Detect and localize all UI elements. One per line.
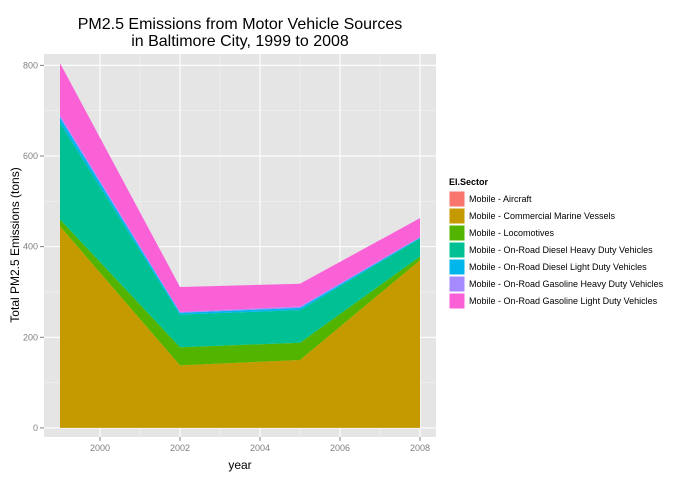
x-tick-label: 2000	[90, 443, 110, 453]
x-axis: 2000 2002 2004 2006 2008	[90, 437, 430, 453]
area-series-3	[60, 122, 420, 348]
legend: EI.Sector Mobile - Aircraft Mobile - Comm…	[448, 177, 664, 310]
x-tick-label: 2008	[410, 443, 430, 453]
legend-title: EI.Sector	[449, 177, 489, 187]
legend-label: Mobile - On-Road Gasoline Heavy Duty Veh…	[469, 279, 664, 289]
y-tick-label: 200	[23, 332, 38, 342]
legend-items: Mobile - Aircraft Mobile - Commercial Mar…	[448, 190, 664, 310]
legend-swatch	[448, 241, 466, 259]
y-axis: 0 200 400 600 800	[23, 60, 44, 433]
area-series-5	[60, 115, 420, 313]
y-axis-title: Total PM2.5 Emissions (tons)	[8, 167, 22, 322]
x-tick-label: 2004	[250, 443, 270, 453]
x-axis-title: year	[228, 458, 251, 472]
x-tick-label: 2006	[330, 443, 350, 453]
y-tick-label: 800	[23, 60, 38, 70]
legend-label: Mobile - Commercial Marine Vessels	[469, 211, 616, 221]
y-tick-label: 600	[23, 151, 38, 161]
legend-swatch	[448, 292, 466, 310]
x-tick-label: 2002	[170, 443, 190, 453]
chart-title-line-2: in Baltimore City, 1999 to 2008	[131, 33, 349, 50]
legend-label: Mobile - Locomotives	[469, 228, 555, 238]
legend-label: Mobile - On-Road Diesel Light Duty Vehic…	[469, 262, 647, 272]
y-tick-label: 400	[23, 242, 38, 252]
legend-label: Mobile - On-Road Gasoline Light Duty Veh…	[469, 296, 658, 306]
area-series-1	[60, 226, 420, 428]
legend-swatch	[448, 190, 466, 208]
legend-swatch	[448, 258, 466, 276]
legend-label: Mobile - On-Road Diesel Heavy Duty Vehic…	[469, 245, 653, 255]
legend-swatch	[448, 224, 466, 242]
area-layers	[60, 63, 420, 428]
legend-swatch	[448, 275, 466, 293]
area-series-2	[60, 219, 420, 366]
area-series-4	[60, 117, 420, 315]
y-tick-label: 0	[33, 423, 38, 433]
legend-label: Mobile - Aircraft	[469, 194, 532, 204]
chart-title-line-1: PM2.5 Emissions from Motor Vehicle Sourc…	[78, 16, 403, 33]
legend-swatch	[448, 207, 466, 225]
area-series-6	[60, 63, 420, 312]
